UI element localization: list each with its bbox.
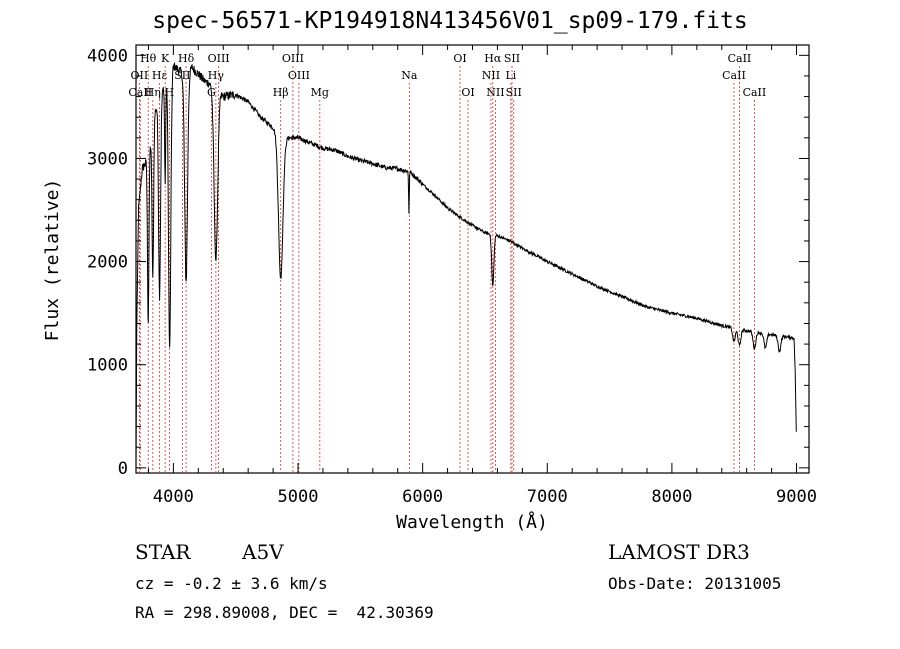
spectral-line-label: OIII [288, 69, 310, 82]
spectral-line-label: Hδ [178, 52, 195, 65]
spectral-line-label: Mg [311, 86, 329, 99]
spectral-line-label: OI [461, 86, 474, 99]
chart-title: spec-56571-KP194918N413456V01_sp09-179.f… [152, 8, 748, 34]
spectral-line-label: SII [504, 52, 520, 65]
spectral-line-label: CaII [728, 52, 752, 65]
spectral-line-label: Li [505, 69, 516, 82]
x-tick-label: 9000 [776, 487, 817, 507]
object-class: STAR [135, 540, 191, 564]
spectral-line-label: Hγ [208, 69, 225, 82]
spectral-line-markers [138, 66, 755, 473]
spectral-line-label: CaII [128, 86, 152, 99]
spectral-line-label: Hθ [140, 52, 157, 65]
spectral-line-label: OI [453, 52, 466, 65]
survey-name: LAMOST DR3 [608, 540, 750, 564]
spectral-line-label: OIII [208, 52, 230, 65]
y-tick-label: 3000 [87, 149, 128, 169]
spectral-line-label: OIII [282, 52, 304, 65]
spectral-line-label: K [161, 52, 170, 65]
spectrum-line [135, 62, 797, 467]
spectral-line-label: Hε [152, 69, 168, 82]
object-subclass: A5V [242, 540, 284, 564]
x-tick-label: 5000 [278, 487, 319, 507]
coordinates-text: RA = 298.89008, DEC = 42.30369 [135, 603, 434, 622]
y-tick-label: 0 [118, 459, 128, 479]
obs-date-text: Obs-Date: 20131005 [608, 574, 782, 593]
spectral-line-label: NII [486, 86, 504, 99]
spectral-line-label: H [165, 86, 175, 99]
plot-frame [135, 44, 810, 474]
spectral-line-label: Hβ [273, 86, 289, 99]
x-axis-ticks: 4000 5000 6000 7000 8000 9000 [147, 45, 817, 507]
x-axis-label: Wavelength (Å) [396, 511, 548, 533]
spectral-line-label: Na [401, 69, 418, 82]
y-tick-label: 1000 [87, 356, 128, 376]
y-tick-label: 2000 [87, 253, 128, 273]
x-tick-label: 6000 [402, 487, 443, 507]
spectral-line-label: CaII [743, 86, 767, 99]
x-tick-label: 8000 [651, 487, 692, 507]
spectral-line-label: SII [506, 86, 522, 99]
redshift-text: cz = -0.2 ± 3.6 km/s [135, 574, 328, 593]
y-axis-ticks: 0 1000 2000 3000 4000 [87, 46, 809, 479]
y-axis-label: Flux (relative) [42, 179, 63, 342]
spectral-line-label: NII [482, 69, 500, 82]
x-tick-label: 4000 [153, 487, 194, 507]
spectral-line-label: CaII [722, 69, 746, 82]
x-tick-label: 7000 [527, 487, 568, 507]
spectral-line-label: Hα [484, 52, 502, 65]
spectral-line-label: Hη [145, 86, 161, 99]
y-tick-label: 4000 [87, 46, 128, 66]
